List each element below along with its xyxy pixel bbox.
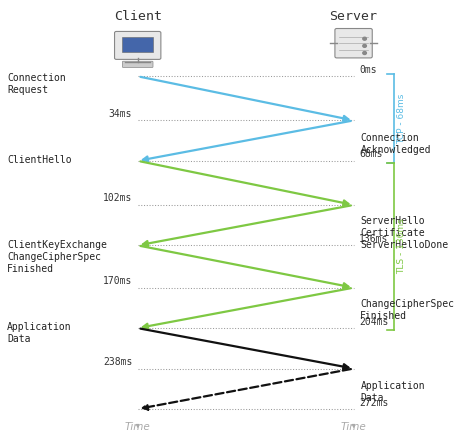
Text: Connection
Request: Connection Request xyxy=(7,73,66,95)
Text: ChangeCipherSpec
Finished: ChangeCipherSpec Finished xyxy=(360,299,455,321)
Text: Server: Server xyxy=(329,10,378,23)
FancyBboxPatch shape xyxy=(335,28,372,58)
Text: 34ms: 34ms xyxy=(109,109,132,119)
Text: 238ms: 238ms xyxy=(103,357,132,367)
Text: 204ms: 204ms xyxy=(359,317,388,326)
Text: 102ms: 102ms xyxy=(103,194,132,203)
Text: ServerHello
Certificate
ServerHelloDone: ServerHello Certificate ServerHelloDone xyxy=(360,216,448,250)
Bar xyxy=(122,37,153,52)
Text: Time: Time xyxy=(341,422,366,432)
Text: Application
Data: Application Data xyxy=(7,322,72,344)
Circle shape xyxy=(363,44,366,47)
Text: 0ms: 0ms xyxy=(359,65,377,75)
Text: 136ms: 136ms xyxy=(359,234,388,244)
Circle shape xyxy=(363,51,366,54)
Text: ClientKeyExchange
ChangeCipherSpec
Finished: ClientKeyExchange ChangeCipherSpec Finis… xyxy=(7,240,107,274)
FancyBboxPatch shape xyxy=(122,61,153,67)
Text: 68ms: 68ms xyxy=(359,149,383,159)
Text: 170ms: 170ms xyxy=(103,276,132,286)
Text: Time: Time xyxy=(125,422,151,432)
Text: 272ms: 272ms xyxy=(359,397,388,408)
Text: ClientHello: ClientHello xyxy=(7,155,72,165)
FancyBboxPatch shape xyxy=(115,31,161,59)
Text: Application
Data: Application Data xyxy=(360,381,425,404)
Circle shape xyxy=(363,37,366,40)
Text: TCP - 68ms: TCP - 68ms xyxy=(397,93,406,144)
Text: Client: Client xyxy=(114,10,162,23)
Text: Connection
Acknowledged: Connection Acknowledged xyxy=(360,133,431,155)
Text: TLS - 136ms: TLS - 136ms xyxy=(397,218,406,274)
